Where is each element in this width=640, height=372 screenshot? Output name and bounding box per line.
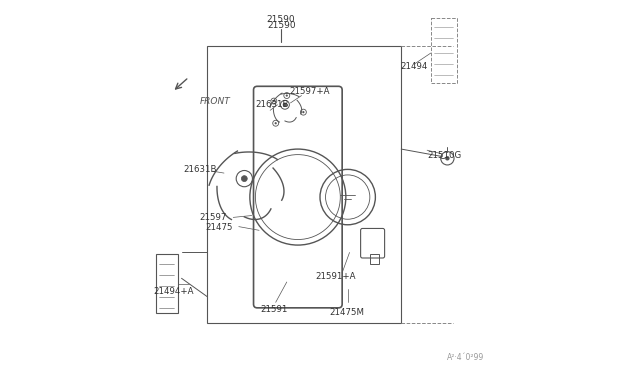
Text: 21494: 21494	[401, 61, 428, 71]
Text: 21597: 21597	[200, 213, 227, 222]
Text: A²·4´0²99: A²·4´0²99	[447, 353, 484, 362]
Bar	[370, 254, 379, 263]
Circle shape	[302, 111, 305, 113]
Text: 21510G: 21510G	[427, 151, 461, 160]
Text: 21597+A: 21597+A	[289, 87, 330, 96]
Circle shape	[241, 176, 247, 182]
Text: FRONT: FRONT	[200, 97, 231, 106]
Circle shape	[445, 156, 449, 161]
Text: 21591+A: 21591+A	[316, 272, 356, 281]
Circle shape	[275, 122, 277, 124]
Circle shape	[285, 94, 288, 97]
Text: 21590: 21590	[267, 21, 296, 30]
Circle shape	[283, 103, 287, 107]
Text: 21475: 21475	[205, 223, 233, 232]
Circle shape	[273, 100, 275, 102]
Text: 21494+A: 21494+A	[153, 287, 194, 296]
Text: 21591: 21591	[260, 305, 287, 314]
Text: 21631B: 21631B	[183, 165, 217, 174]
Text: 21590: 21590	[266, 15, 295, 23]
Text: 21631B: 21631B	[255, 100, 289, 109]
Text: 21475M: 21475M	[329, 308, 364, 317]
